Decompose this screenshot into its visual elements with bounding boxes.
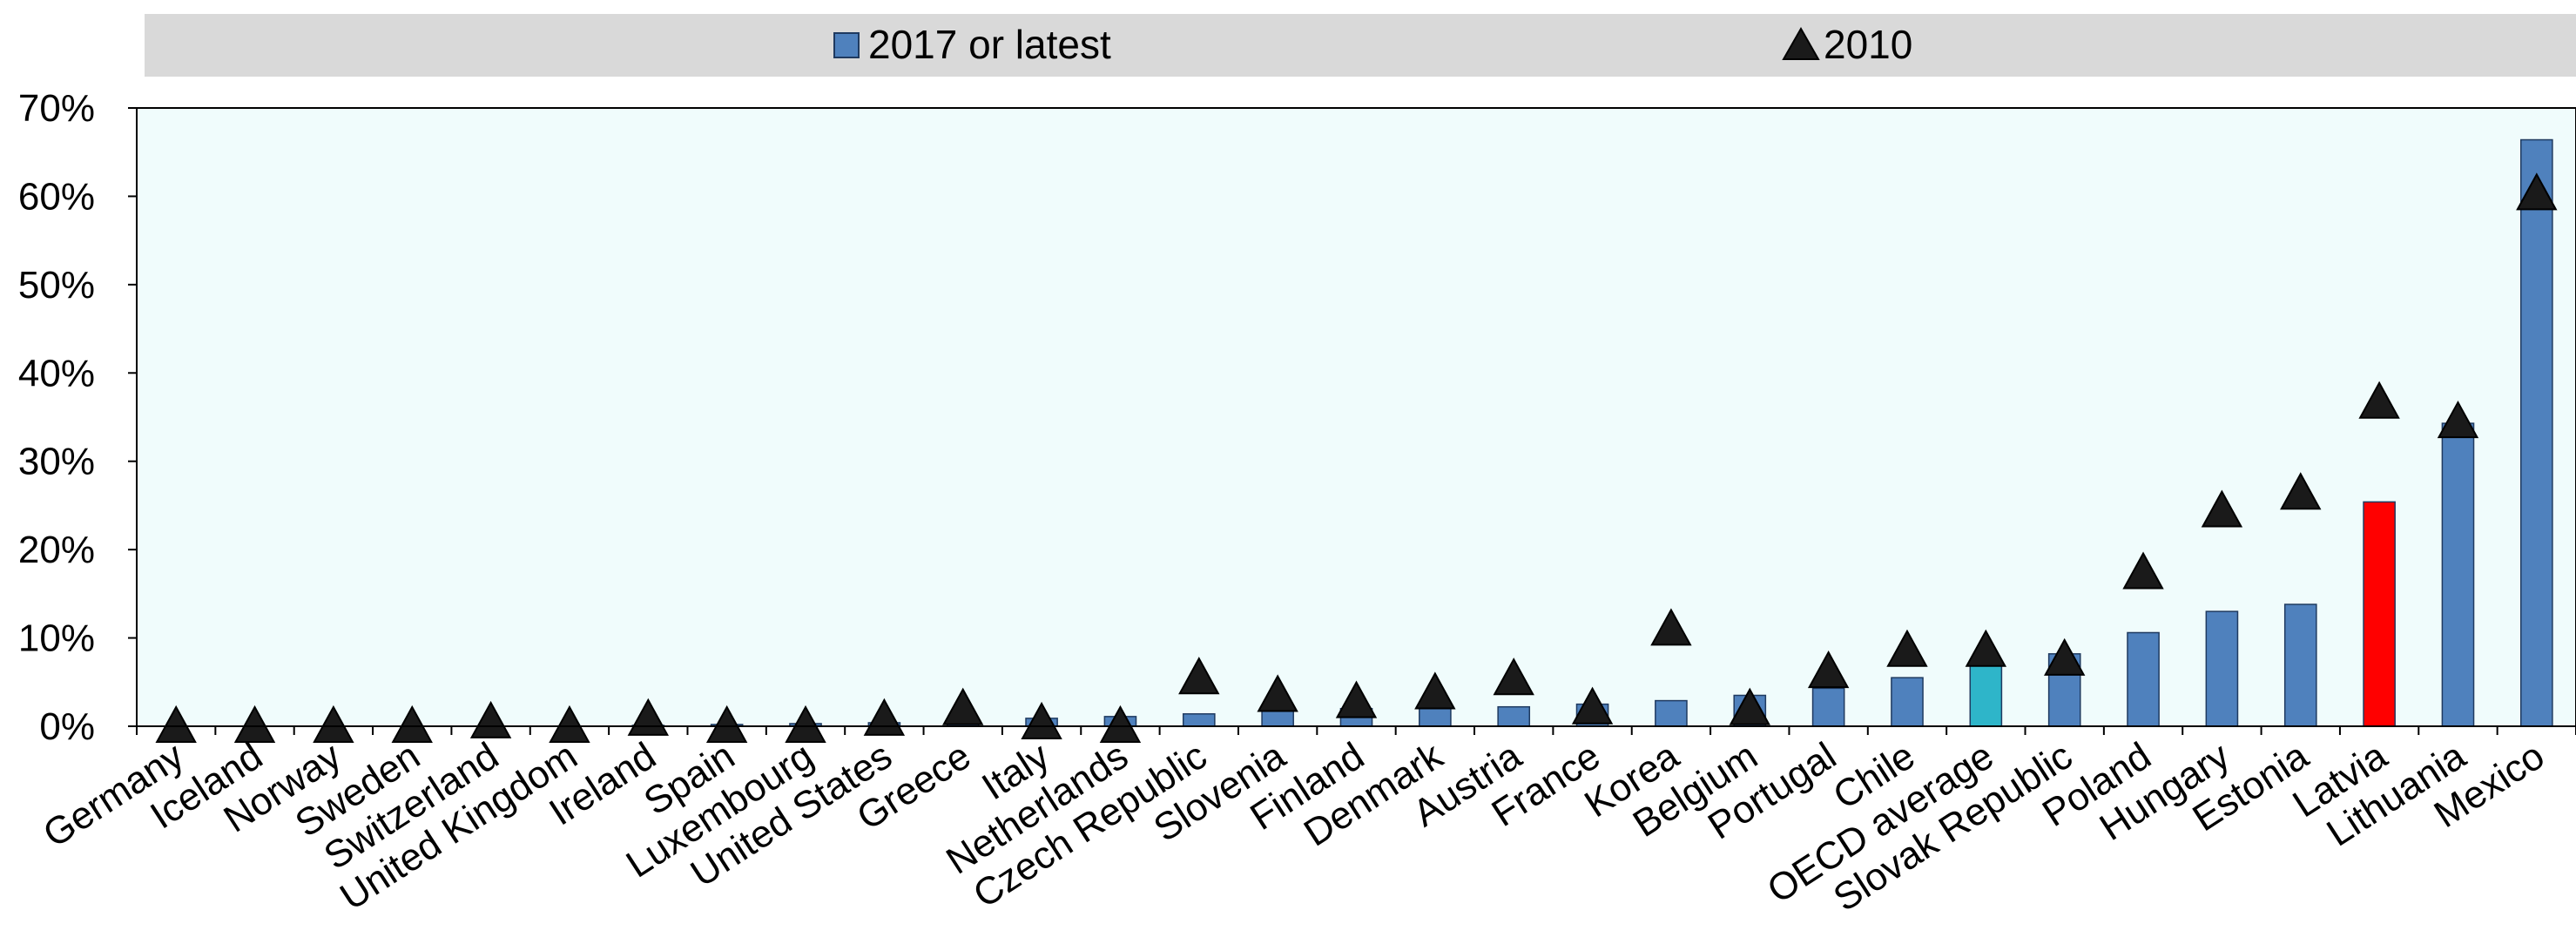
bar — [1811, 687, 1845, 727]
marker-triangle — [469, 700, 512, 738]
marker-triangle — [155, 704, 197, 743]
marker-triangle — [391, 704, 433, 743]
marker-triangle — [2044, 637, 2086, 676]
marker-triangle — [1650, 608, 1692, 646]
marker-triangle — [2280, 472, 2322, 510]
bar — [1261, 711, 1294, 727]
marker-triangle — [1178, 657, 1220, 695]
marker-triangle — [313, 704, 354, 743]
marker-triangle — [705, 704, 748, 743]
bar — [1497, 705, 1531, 727]
y-tick-label: 0% — [39, 705, 95, 748]
y-tick-label: 60% — [18, 175, 95, 218]
bar — [1969, 664, 2003, 727]
bar — [2520, 138, 2553, 727]
legend-swatch-2017 — [833, 32, 860, 58]
marker-triangle — [1571, 686, 1614, 725]
bar — [2283, 603, 2317, 727]
bar — [1655, 699, 1688, 727]
marker-triangle — [1965, 629, 2007, 667]
bars-2017 — [631, 138, 2553, 727]
marker-triangle — [1099, 704, 1142, 743]
bar — [2127, 631, 2160, 727]
marker-triangle — [1414, 671, 1456, 710]
marker-triangle — [1729, 687, 1770, 725]
bar — [1419, 706, 1452, 727]
marker-triangle — [1021, 701, 1062, 739]
y-tick-label: 50% — [18, 264, 95, 307]
legend-label-2017: 2017 or latest — [868, 22, 1111, 67]
legend-background — [145, 14, 2576, 77]
bar — [2363, 501, 2396, 727]
marker-triangle — [2437, 400, 2479, 439]
marker-triangle — [2201, 489, 2243, 528]
bar — [2441, 422, 2475, 727]
marker-triangle — [2122, 551, 2164, 590]
marker-triangle — [785, 704, 826, 743]
legend-label-2010: 2010 — [1824, 22, 1912, 67]
marker-triangle — [942, 687, 984, 725]
bar — [1891, 677, 1924, 727]
marker-triangle — [1807, 651, 1850, 689]
y-axis: 0% 10% 20% 30% 40% 50% 60% 70% — [18, 87, 137, 748]
bar — [1182, 713, 1216, 727]
x-axis: GermanyIcelandNorwaySwedenSwitzerlandUni… — [36, 725, 2576, 920]
marker-triangle — [1493, 657, 1534, 696]
y-tick-label: 30% — [18, 441, 95, 483]
markers-2010 — [155, 172, 2558, 743]
legend: 2017 or latest 2010 — [145, 14, 2576, 77]
marker-triangle — [1257, 674, 1298, 712]
marker-triangle — [1335, 680, 1378, 718]
plot-area — [136, 107, 2576, 727]
legend-triangle-icon — [1782, 26, 1820, 60]
marker-triangle — [1886, 629, 1928, 667]
marker-triangle — [549, 704, 590, 743]
bar — [2205, 610, 2239, 727]
marker-triangle — [2516, 172, 2558, 211]
y-tick-label: 10% — [18, 617, 95, 660]
marker-triangle — [2358, 381, 2400, 419]
marker-triangle — [233, 704, 276, 743]
y-tick-label: 70% — [18, 87, 95, 130]
y-tick-label: 40% — [18, 352, 95, 394]
y-tick-label: 20% — [18, 529, 95, 571]
